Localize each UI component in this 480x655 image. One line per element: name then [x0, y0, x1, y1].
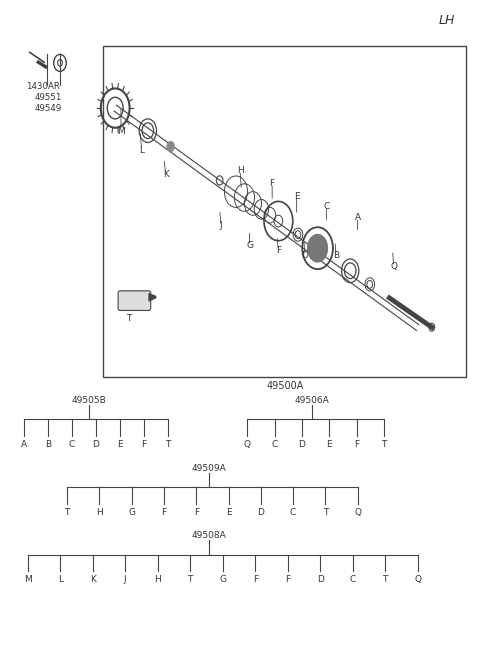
Text: K: K — [90, 575, 96, 584]
Text: J: J — [124, 575, 127, 584]
Text: 49551: 49551 — [35, 93, 62, 102]
Text: E: E — [226, 508, 231, 517]
Text: H: H — [237, 166, 243, 175]
Circle shape — [307, 234, 328, 263]
Text: G: G — [128, 508, 135, 517]
Text: C: C — [323, 202, 330, 211]
Text: 49549: 49549 — [35, 104, 62, 113]
Text: D: D — [301, 251, 308, 260]
Text: LH: LH — [438, 14, 455, 28]
Text: L: L — [58, 575, 63, 584]
Text: G: G — [219, 575, 226, 584]
FancyBboxPatch shape — [118, 291, 151, 310]
Text: T: T — [64, 508, 70, 517]
Text: K: K — [163, 170, 168, 179]
Text: E: E — [326, 440, 332, 449]
Text: T: T — [381, 440, 387, 449]
Text: F: F — [252, 575, 258, 584]
Text: 1430AR: 1430AR — [26, 82, 60, 91]
Text: Q: Q — [244, 440, 251, 449]
Text: E: E — [294, 192, 300, 201]
Text: A: A — [21, 440, 27, 449]
Text: T: T — [188, 575, 193, 584]
Text: F: F — [354, 440, 359, 449]
Text: G: G — [246, 241, 253, 250]
Text: F: F — [194, 508, 199, 517]
Text: H: H — [155, 575, 161, 584]
Text: 49509A: 49509A — [192, 464, 226, 473]
Text: C: C — [349, 575, 356, 584]
Text: B: B — [45, 440, 51, 449]
Text: B: B — [333, 251, 339, 260]
Text: T: T — [383, 575, 388, 584]
Text: F: F — [285, 575, 290, 584]
Text: F: F — [142, 440, 146, 449]
Text: F: F — [161, 508, 167, 517]
Text: M: M — [24, 575, 32, 584]
Text: C: C — [271, 440, 278, 449]
Text: Q: Q — [354, 508, 361, 517]
Text: Q: Q — [390, 262, 397, 271]
Text: F: F — [270, 179, 275, 188]
Text: E: E — [117, 440, 123, 449]
Circle shape — [167, 141, 175, 152]
Text: A: A — [355, 213, 360, 222]
Text: D: D — [93, 440, 99, 449]
Text: F: F — [276, 246, 281, 255]
Text: 49500A: 49500A — [267, 381, 304, 391]
Bar — [103, 46, 466, 377]
Text: 49508A: 49508A — [192, 531, 226, 540]
Text: T: T — [165, 440, 171, 449]
Text: H: H — [96, 508, 103, 517]
Text: 49506A: 49506A — [295, 396, 329, 405]
Text: Q: Q — [414, 575, 421, 584]
Text: T: T — [126, 314, 132, 324]
Text: L: L — [139, 146, 144, 155]
Text: 49505B: 49505B — [72, 396, 106, 405]
Text: D: D — [317, 575, 324, 584]
Text: C: C — [69, 440, 75, 449]
Text: T: T — [323, 508, 328, 517]
Text: C: C — [290, 508, 296, 517]
Text: D: D — [299, 440, 305, 449]
Text: D: D — [257, 508, 264, 517]
Polygon shape — [149, 293, 156, 301]
Text: M: M — [117, 126, 125, 136]
Text: J: J — [219, 221, 222, 231]
